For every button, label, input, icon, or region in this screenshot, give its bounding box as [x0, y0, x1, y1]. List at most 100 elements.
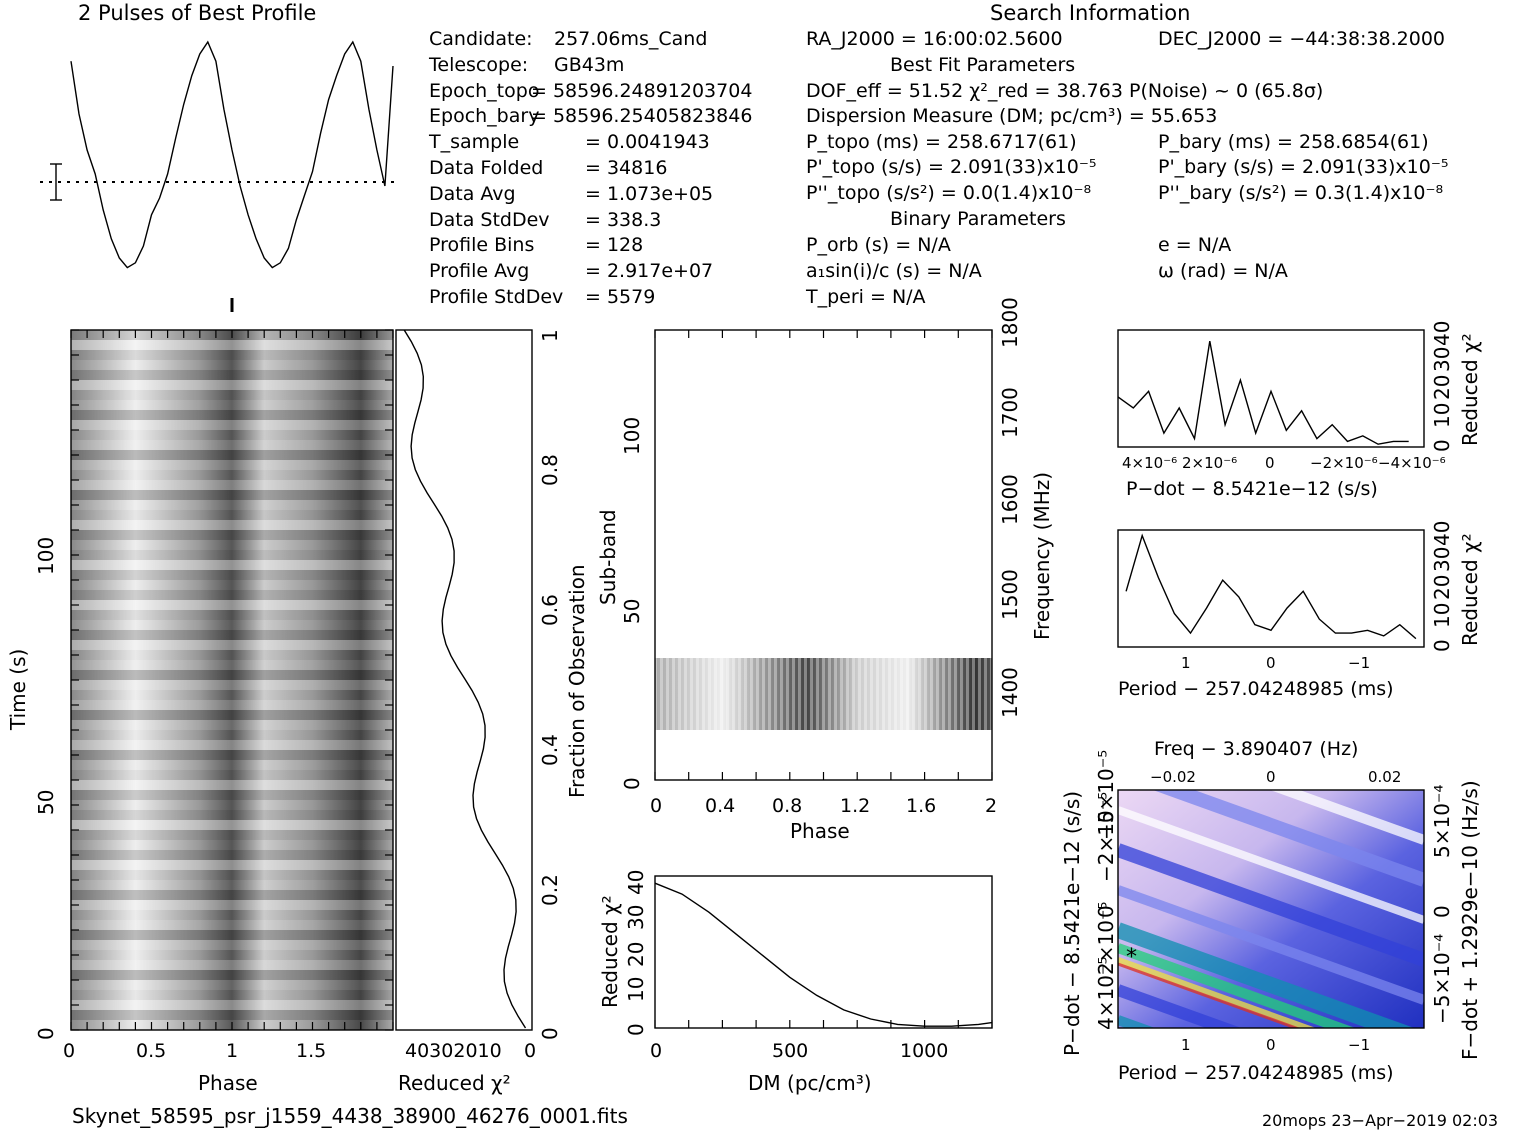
info-value: = 5579 — [585, 286, 656, 308]
time-phase-row — [71, 830, 393, 840]
info-label: Telescope: — [429, 53, 529, 76]
time-phase-row — [71, 490, 393, 500]
footer-stamp: 20mops 23−Apr−2019 02:03 — [1262, 1111, 1499, 1130]
p-orb-text: P_orb (s) = N/A — [806, 234, 951, 256]
pdd-topo-text: P''_topo (s/s²) = 0.0(1.4)x10⁻⁸ — [806, 182, 1092, 204]
period-ytick: 0 — [1430, 639, 1454, 652]
info-value: = 2.917e+07 — [585, 260, 714, 283]
pdot-ytick: 10 — [1430, 402, 1454, 428]
period-ytick: 40 — [1430, 520, 1454, 546]
pdd-bary-text: P''_bary (s/s²) = 0.3(1.4)x10⁻⁸ — [1158, 182, 1444, 204]
pdot-ylabel: Reduced χ² — [1458, 333, 1482, 446]
ppdot-right-tick: −5×10⁻⁴ — [1430, 933, 1454, 1024]
pdot-ytick: 40 — [1430, 320, 1454, 346]
pd-bary-text: P'_bary (s/s) = 2.091(33)x10⁻⁵ — [1158, 156, 1449, 178]
time-phase-row — [71, 990, 393, 1000]
time-phase-row — [71, 410, 393, 420]
period-xtick: 0 — [1266, 654, 1276, 672]
tp-ylabel: Time (s) — [6, 648, 30, 730]
t-peri-text: T_peri = N/A — [806, 286, 926, 308]
time-phase-row — [71, 600, 393, 610]
profile-plot — [40, 40, 397, 269]
tp-xtick: 1.5 — [296, 1040, 327, 1062]
time-phase-panel — [70, 298, 394, 1031]
pdot-curve — [1117, 340, 1409, 445]
time-phase-row — [71, 760, 393, 770]
sb-xtick: 0.4 — [705, 795, 736, 817]
pdot-panel — [1117, 329, 1425, 448]
binary-title: Binary Parameters — [890, 208, 1066, 230]
dm-xtick: 500 — [772, 1040, 809, 1062]
map-band — [1118, 962, 1301, 1028]
time-phase-row — [71, 800, 393, 810]
ppdot-xlabel: Period − 257.04248985 (ms) — [1118, 1062, 1394, 1084]
time-phase-row — [71, 420, 393, 430]
time-phase-row — [71, 530, 393, 540]
dm-curve — [654, 882, 993, 1027]
pdot-ytick: 20 — [1430, 374, 1454, 400]
time-phase-row — [71, 740, 393, 750]
time-phase-row — [71, 890, 393, 900]
pdot-ytick: 30 — [1430, 346, 1454, 372]
ppdot-right-tick: 5×10⁻⁴ — [1430, 784, 1454, 858]
info-label: Candidate: — [429, 28, 533, 50]
time-phase-row — [71, 440, 393, 450]
sb-right-tick: 1400 — [998, 667, 1022, 718]
best-fit-star: * — [1126, 945, 1137, 970]
info-value: 257.06ms_Cand — [554, 28, 708, 50]
dof-text: DOF_eff = 51.52 χ²_red = 38.763 P(Noise)… — [806, 80, 1324, 102]
pdot-ytick: 0 — [1430, 439, 1454, 452]
chi-time-ytick: 0 — [538, 1027, 562, 1040]
tp-xlabel: Phase — [198, 1071, 258, 1095]
info-label: Epoch_bary — [429, 105, 540, 128]
ppdot-map-panel: * — [1117, 789, 1425, 1029]
ppdot-xtick: −1 — [1348, 1036, 1371, 1054]
time-phase-row — [71, 640, 393, 650]
info-label: Epoch_topo — [429, 79, 540, 102]
time-phase-row — [71, 340, 393, 350]
time-phase-row — [71, 590, 393, 600]
time-phase-row — [71, 910, 393, 920]
time-phase-row — [71, 550, 393, 560]
best-fit-title: Best Fit Parameters — [890, 54, 1076, 76]
map-band — [1118, 922, 1415, 1028]
time-phase-row — [71, 950, 393, 960]
time-phase-row — [71, 810, 393, 820]
pdot-xtick: 0 — [1265, 454, 1275, 472]
period-xtick: −1 — [1348, 654, 1371, 672]
chi-time-ytick: 0.8 — [538, 454, 562, 486]
time-phase-row — [71, 920, 393, 930]
map-band — [1118, 943, 1356, 1028]
time-phase-row — [71, 870, 393, 880]
time-phase-row — [71, 450, 393, 460]
time-phase-row — [71, 770, 393, 780]
tp-xtick: 1 — [226, 1040, 239, 1062]
e-text: e = N/A — [1158, 234, 1232, 256]
chi-time-ytick: 0.2 — [538, 874, 562, 906]
tp-xtick: 0 — [63, 1040, 76, 1062]
pdot-xtick: −4×10⁻⁶ — [1378, 454, 1446, 472]
omega-text: ω (rad) = N/A — [1158, 260, 1288, 282]
tp-ytick: 50 — [34, 789, 58, 815]
info-value: GB43m — [554, 53, 625, 76]
info-value: = 58596.25405823846 — [531, 105, 753, 128]
dm-panel — [654, 875, 993, 1029]
map-band — [1118, 957, 1317, 1028]
time-phase-row — [71, 790, 393, 800]
map-band — [1118, 843, 1424, 967]
sb-ytick: 100 — [620, 416, 644, 455]
time-phase-row — [71, 880, 393, 890]
time-phase-row — [71, 390, 393, 400]
time-phase-row — [71, 960, 393, 970]
tp-ytick: 100 — [34, 536, 58, 575]
map-band — [1118, 806, 1424, 924]
info-value: = 0.0041943 — [585, 131, 710, 154]
time-phase-row — [71, 700, 393, 710]
chi-time-ytick: 1 — [538, 329, 562, 342]
time-phase-row — [71, 660, 393, 670]
pdot-xtick: −2×10⁻⁶ — [1310, 454, 1378, 472]
ra-text: RA_J2000 = 16:00:02.5600 — [806, 28, 1063, 50]
info-value: = 338.3 — [585, 208, 662, 231]
map-band — [1118, 885, 1424, 1005]
dm-text: Dispersion Measure (DM; pc/cm³) = 55.653 — [806, 105, 1218, 127]
